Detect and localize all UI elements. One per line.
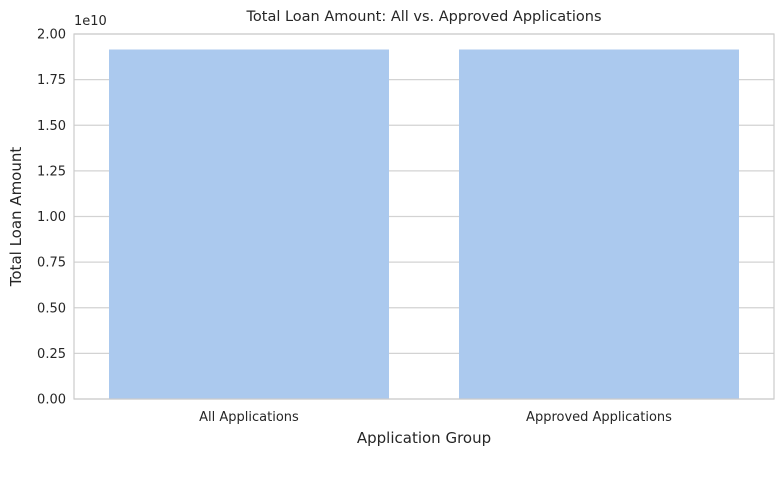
y-tick-label: 1.75	[37, 73, 66, 88]
y-tick-label: 0.75	[37, 256, 66, 271]
y-tick-label: 2.00	[37, 28, 66, 43]
y-offset-label: 1e10	[74, 14, 107, 29]
x-tick-labels: All Applications Approved Applications	[199, 410, 672, 425]
y-tick-label: 0.00	[37, 393, 66, 408]
y-tick-label: 1.00	[37, 210, 66, 225]
y-axis-title: Total Loan Amount	[7, 147, 25, 288]
y-tick-labels: 0.00 0.25 0.50 0.75 1.00 1.25 1.50 1.75 2.00	[37, 28, 66, 408]
x-tick-label: All Applications	[199, 410, 299, 425]
plot-frame	[73, 33, 775, 400]
y-tick-label: 0.50	[37, 301, 66, 316]
chart-title: Total Loan Amount: All vs. Approved Appl…	[246, 9, 602, 25]
x-tick-label: Approved Applications	[526, 410, 672, 425]
y-tick-label: 0.25	[37, 347, 66, 362]
bars	[109, 49, 739, 399]
x-axis-title: Application Group	[357, 429, 491, 447]
y-tick-label: 1.25	[37, 164, 66, 179]
bar	[109, 49, 389, 399]
bar	[459, 49, 739, 399]
y-tick-label: 1.50	[37, 119, 66, 134]
